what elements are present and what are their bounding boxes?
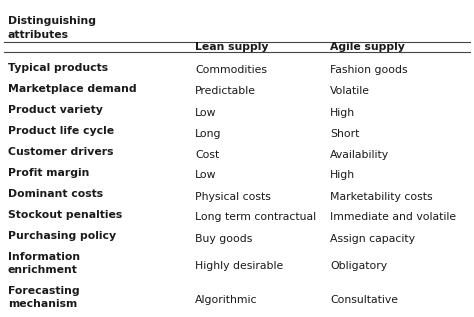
Text: Predictable: Predictable bbox=[195, 87, 256, 96]
Text: Long: Long bbox=[195, 128, 221, 139]
Text: Forecasting
mechanism: Forecasting mechanism bbox=[8, 286, 80, 309]
Text: Dominant costs: Dominant costs bbox=[8, 189, 103, 199]
Text: Information
enrichment: Information enrichment bbox=[8, 252, 80, 275]
Text: Marketplace demand: Marketplace demand bbox=[8, 84, 137, 94]
Text: Consultative: Consultative bbox=[330, 295, 398, 305]
Text: Marketability costs: Marketability costs bbox=[330, 191, 433, 202]
Text: Product variety: Product variety bbox=[8, 105, 103, 115]
Text: Agile supply: Agile supply bbox=[330, 42, 405, 52]
Text: Volatile: Volatile bbox=[330, 87, 370, 96]
Text: Algorithmic: Algorithmic bbox=[195, 295, 257, 305]
Text: Profit margin: Profit margin bbox=[8, 168, 90, 178]
Text: Purchasing policy: Purchasing policy bbox=[8, 231, 116, 241]
Text: Customer drivers: Customer drivers bbox=[8, 147, 113, 157]
Text: Physical costs: Physical costs bbox=[195, 191, 271, 202]
Text: Cost: Cost bbox=[195, 150, 219, 159]
Text: High: High bbox=[330, 171, 355, 180]
Text: High: High bbox=[330, 107, 355, 118]
Text: Stockout penalties: Stockout penalties bbox=[8, 210, 122, 220]
Text: Buy goods: Buy goods bbox=[195, 234, 252, 243]
Text: Commodities: Commodities bbox=[195, 66, 267, 75]
Text: Obligatory: Obligatory bbox=[330, 261, 387, 271]
Text: Immediate and volatile: Immediate and volatile bbox=[330, 212, 456, 223]
Text: Typical products: Typical products bbox=[8, 63, 108, 73]
Text: Distinguishing
attributes: Distinguishing attributes bbox=[8, 16, 96, 40]
Text: Fashion goods: Fashion goods bbox=[330, 66, 408, 75]
Text: Availability: Availability bbox=[330, 150, 389, 159]
Text: Product life cycle: Product life cycle bbox=[8, 126, 114, 136]
Text: Assign capacity: Assign capacity bbox=[330, 234, 415, 243]
Text: Low: Low bbox=[195, 107, 217, 118]
Text: Lean supply: Lean supply bbox=[195, 42, 268, 52]
Text: Low: Low bbox=[195, 171, 217, 180]
Text: Long term contractual: Long term contractual bbox=[195, 212, 316, 223]
Text: Short: Short bbox=[330, 128, 359, 139]
Text: Highly desirable: Highly desirable bbox=[195, 261, 283, 271]
